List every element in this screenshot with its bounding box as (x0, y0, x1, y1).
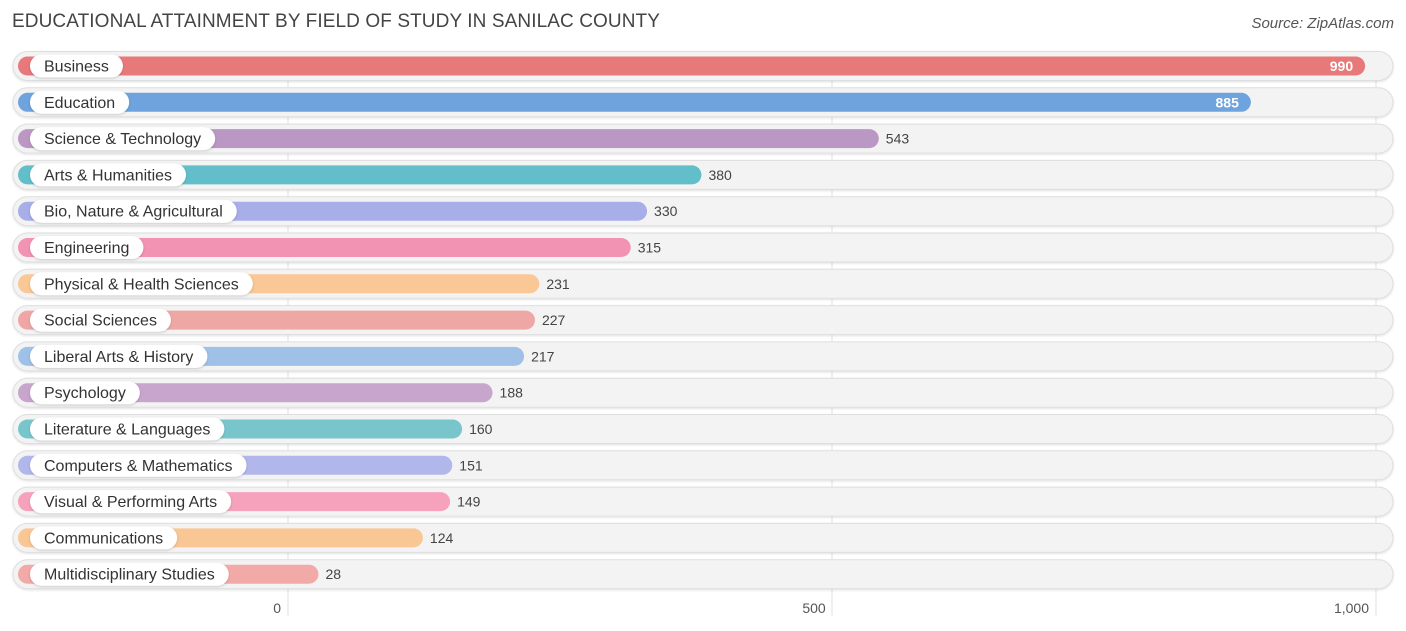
bar-row-science-and-technology: Science & Technology 543 (12, 123, 1394, 154)
bar-science-and-technology[interactable] (18, 129, 879, 149)
bar-row-literature-and-languages: Literature & Languages 160 (12, 414, 1394, 444)
value-label-arts-and-humanities: 380 (708, 167, 732, 183)
value-label-physical-and-health-sciences: 231 (546, 276, 570, 292)
category-label-physical-and-health-sciences: Physical & Health Sciences (44, 276, 239, 293)
tick-label-1-000: 1,000 (1334, 600, 1369, 616)
category-label-engineering: Engineering (44, 240, 129, 257)
value-label-communications: 124 (430, 530, 454, 546)
category-pill-physical-and-health-sciences (30, 272, 253, 296)
bar-row-visual-and-performing-arts: Visual & Performing Arts 149 (12, 486, 1394, 517)
bar-row-business: Business 990 (12, 51, 1394, 81)
category-pill-science-and-technology (30, 127, 216, 151)
value-label-business: 990 (1330, 58, 1354, 74)
x-axis-ticks: 0 500 1,000 (273, 600, 1369, 616)
category-pill-engineering (30, 236, 144, 259)
category-label-multidisciplinary-studies: Multidisciplinary Studies (44, 567, 215, 584)
category-pill-arts-and-humanities (30, 163, 187, 187)
category-pill-multidisciplinary-studies (30, 562, 229, 586)
category-label-computers-and-mathematics: Computers & Mathematics (44, 458, 233, 475)
bar-row-multidisciplinary-studies: Multidisciplinary Studies 28 (12, 559, 1394, 590)
category-label-psychology: Psychology (44, 385, 126, 402)
value-label-psychology: 188 (500, 385, 524, 401)
category-label-science-and-technology: Science & Technology (44, 131, 201, 148)
value-label-literature-and-languages: 160 (469, 421, 493, 437)
bar-row-bio-nature-and-agricultural: Bio, Nature & Agricultural 330 (12, 196, 1394, 227)
bar-row-computers-and-mathematics: Computers & Mathematics 151 (12, 450, 1394, 481)
value-label-science-and-technology: 543 (886, 131, 910, 147)
category-label-arts-and-humanities: Arts & Humanities (44, 167, 172, 184)
bar-row-physical-and-health-sciences: Physical & Health Sciences 231 (12, 268, 1394, 299)
category-pill-psychology (30, 381, 140, 405)
category-label-visual-and-performing-arts: Visual & Performing Arts (44, 494, 217, 511)
category-pill-education (30, 90, 130, 114)
bar-engineering[interactable] (18, 238, 631, 257)
tick-label-500: 500 (802, 600, 826, 616)
value-label-bio-nature-and-agricultural: 330 (654, 203, 678, 219)
bar-row-psychology: Psychology 188 (12, 377, 1394, 408)
chart-title: EDUCATIONAL ATTAINMENT BY FIELD OF STUDY… (12, 11, 661, 32)
bar-rows: Business 990 Education 885 Science & Technol… (12, 51, 1394, 590)
value-label-computers-and-mathematics: 151 (459, 457, 483, 473)
chart-source: Source: ZipAtlas.com (1251, 15, 1394, 32)
value-label-multidisciplinary-studies: 28 (325, 566, 341, 582)
bar-row-communications: Communications 124 (12, 522, 1394, 553)
category-label-bio-nature-and-agricultural: Bio, Nature & Agricultural (44, 204, 223, 221)
category-pill-social-sciences (30, 308, 171, 332)
value-label-engineering: 315 (638, 240, 662, 256)
bar-row-liberal-arts-and-history: Liberal Arts & History 217 (12, 341, 1394, 372)
bar-row-arts-and-humanities: Arts & Humanities 380 (12, 159, 1394, 190)
category-label-business: Business (44, 59, 109, 76)
category-pill-bio-nature-and-agricultural (30, 199, 237, 223)
bar-business[interactable] (18, 56, 1366, 76)
category-pill-visual-and-performing-arts (30, 490, 232, 514)
value-label-education: 885 (1216, 94, 1240, 110)
category-pill-communications (30, 526, 178, 550)
bar-track-multidisciplinary-studies (12, 559, 1394, 590)
category-label-literature-and-languages: Literature & Languages (44, 422, 210, 439)
bar-row-social-sciences: Social Sciences 227 (12, 305, 1394, 336)
bar-arts-and-humanities[interactable] (18, 165, 702, 185)
value-label-liberal-arts-and-history: 217 (531, 348, 555, 364)
value-label-visual-and-performing-arts: 149 (457, 494, 481, 510)
bar-row-engineering: Engineering 315 (12, 232, 1394, 263)
value-label-social-sciences: 227 (542, 312, 566, 328)
category-pill-computers-and-mathematics (30, 453, 247, 477)
category-pill-literature-and-languages (30, 417, 225, 441)
bar-row-education: Education 885 (12, 87, 1394, 118)
category-label-liberal-arts-and-history: Liberal Arts & History (44, 349, 193, 366)
category-label-communications: Communications (44, 530, 163, 547)
category-label-social-sciences: Social Sciences (44, 313, 157, 330)
category-pill-liberal-arts-and-history (30, 344, 208, 368)
category-label-education: Education (44, 95, 115, 112)
bar-education[interactable] (18, 92, 1251, 112)
category-pill-business (30, 54, 123, 78)
tick-label-0: 0 (273, 600, 281, 616)
